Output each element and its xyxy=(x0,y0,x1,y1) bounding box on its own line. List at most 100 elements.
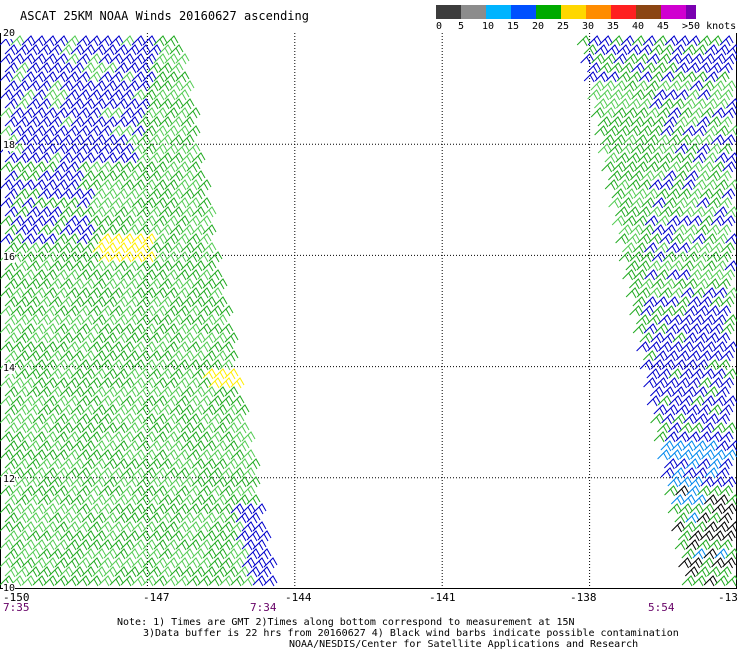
wind-barb xyxy=(21,35,36,47)
wind-barb xyxy=(26,476,41,488)
wind-barb xyxy=(629,251,644,263)
wind-barb xyxy=(147,260,162,272)
wind-barb xyxy=(125,242,140,254)
wind-barb xyxy=(153,269,168,281)
wind-barb xyxy=(711,134,725,146)
wind-barb xyxy=(633,269,648,281)
wind-barb xyxy=(70,152,85,164)
wind-barb xyxy=(26,206,41,218)
wind-barb xyxy=(65,287,80,299)
wind-barb xyxy=(706,224,721,236)
wind-barb xyxy=(87,215,102,227)
wind-barb xyxy=(76,431,91,443)
wind-barb xyxy=(54,557,69,569)
wind-barb xyxy=(92,242,107,254)
wind-barb xyxy=(131,323,146,335)
wind-barb xyxy=(4,44,19,56)
wind-barb xyxy=(693,125,708,137)
wind-barb xyxy=(87,431,102,443)
wind-barb xyxy=(647,341,662,353)
wind-barb xyxy=(114,98,129,110)
wind-barb xyxy=(612,161,627,173)
wind-barb xyxy=(15,278,30,290)
wind-barb xyxy=(633,188,648,200)
wind-barb xyxy=(15,422,30,434)
lat-label-12: 12 xyxy=(3,474,16,485)
wind-barb xyxy=(191,260,206,272)
wind-barb xyxy=(202,350,217,362)
wind-barb xyxy=(716,413,731,425)
wind-barb xyxy=(175,305,190,317)
wind-barb xyxy=(164,89,179,101)
wind-barb xyxy=(142,323,157,335)
wind-barb xyxy=(711,107,726,119)
wind-barb xyxy=(175,503,190,515)
wind-barb xyxy=(716,359,731,371)
wind-barb xyxy=(70,332,85,344)
wind-barb xyxy=(679,449,694,461)
wind-barb xyxy=(692,548,707,560)
wind-barb xyxy=(26,386,41,398)
wind-barb xyxy=(219,341,234,353)
wind-barb xyxy=(704,521,719,533)
legend-swatch-0 xyxy=(436,5,461,19)
wind-barb xyxy=(671,521,686,533)
wind-barb xyxy=(21,197,36,209)
wind-barb xyxy=(21,125,36,137)
wind-barb xyxy=(21,143,36,155)
wind-barb xyxy=(37,296,52,308)
wind-barb xyxy=(197,575,212,587)
wind-barb xyxy=(175,197,190,209)
wind-barb xyxy=(706,566,721,578)
wind-barb xyxy=(612,80,627,92)
wind-barb xyxy=(32,35,47,47)
wind-barb xyxy=(10,521,25,533)
wind-barb xyxy=(241,449,256,461)
wind-barb xyxy=(10,431,25,443)
wind-barb xyxy=(686,35,701,47)
wind-barb xyxy=(604,152,619,164)
wind-barb xyxy=(26,170,41,182)
wind-barb xyxy=(175,395,190,407)
wind-barb xyxy=(704,467,719,479)
wind-barb xyxy=(65,107,80,119)
wind-barb xyxy=(109,107,124,119)
wind-barb xyxy=(656,107,671,119)
wind-barb xyxy=(698,296,713,308)
wind-barb xyxy=(142,431,157,443)
wind-barb xyxy=(180,296,195,308)
wind-barb xyxy=(81,458,96,470)
wind-map-plot[interactable] xyxy=(0,33,737,589)
wind-barb xyxy=(690,395,705,407)
wind-barb xyxy=(92,278,107,290)
wind-barb xyxy=(597,143,612,155)
wind-barb xyxy=(660,44,675,56)
wind-barb xyxy=(180,188,195,200)
wind-barb xyxy=(666,215,681,227)
wind-barb xyxy=(197,431,212,443)
wind-barb xyxy=(147,62,162,74)
wind-barb xyxy=(208,251,223,263)
wind-barb xyxy=(701,449,716,461)
wind-barb xyxy=(710,269,725,281)
wind-barb xyxy=(717,305,732,317)
wind-barb xyxy=(59,422,74,434)
wind-barb xyxy=(120,107,135,119)
wind-barb xyxy=(224,440,239,452)
wind-barb xyxy=(686,485,701,497)
legend-label-25: 25 xyxy=(557,21,570,32)
wind-barb xyxy=(629,224,644,236)
wind-barb xyxy=(21,89,36,101)
wind-barb xyxy=(59,476,74,488)
wind-barb xyxy=(169,62,184,74)
wind-barb xyxy=(679,53,694,65)
legend-label-50-knots: >50 knots xyxy=(682,21,737,32)
wind-barb xyxy=(660,98,674,110)
wind-barb xyxy=(43,71,58,83)
wind-barb xyxy=(125,314,140,326)
wind-barb xyxy=(98,179,113,191)
wind-barb xyxy=(153,305,168,317)
wind-barb xyxy=(98,161,113,173)
wind-barb xyxy=(4,98,19,110)
wind-barb xyxy=(653,62,667,74)
